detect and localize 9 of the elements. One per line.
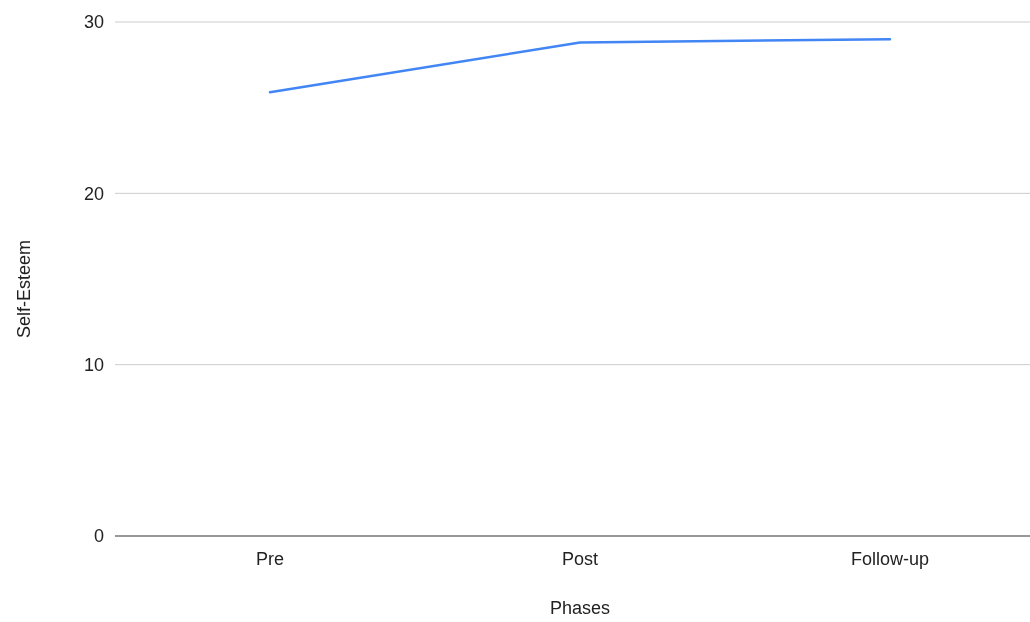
x-tick-label: Follow-up — [850, 549, 930, 569]
y-tick-label: 30 — [83, 12, 104, 33]
y-tick-label: 20 — [83, 183, 104, 204]
y-axis-title: Self-Esteem — [14, 239, 34, 339]
x-tick-label: Pre — [255, 549, 285, 569]
y-tick-label: 0 — [93, 526, 104, 547]
y-tick-label: 10 — [83, 354, 104, 375]
x-axis-title: Phases — [549, 597, 611, 618]
x-tick-label: Post — [561, 549, 599, 569]
